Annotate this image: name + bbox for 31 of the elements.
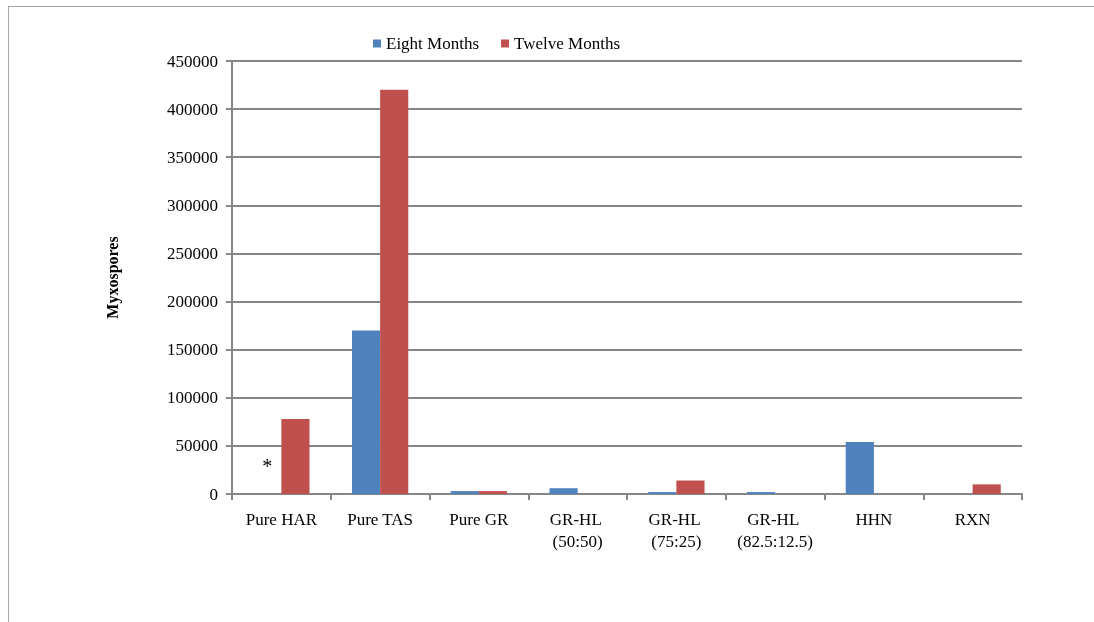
x-tick-label: HHN (855, 509, 893, 529)
y-tick-label: 150000 (167, 340, 218, 360)
x-tick-label: GR-HL (82.5:12.5) (737, 509, 813, 551)
y-tick-label: 250000 (167, 243, 218, 263)
annotation: * (262, 455, 273, 478)
bar (380, 89, 409, 494)
y-tick-label: 100000 (167, 388, 218, 408)
bar (549, 488, 578, 494)
y-tick-label: 0 (209, 484, 218, 504)
y-axis-title: Myxospores (103, 236, 122, 319)
x-tick-label: GR-HL (75:25) (648, 509, 705, 551)
legend-label: Twelve Months (514, 34, 621, 53)
y-tick-label: 450000 (167, 51, 218, 71)
bar (351, 330, 381, 494)
bar (281, 418, 310, 494)
x-tick-label: GR-HL (50:50) (549, 509, 606, 551)
x-tick-label: Pure TAS (347, 509, 414, 529)
bar (845, 442, 874, 494)
bar (676, 480, 705, 494)
y-tick-label: 350000 (167, 147, 218, 167)
bar (450, 491, 479, 494)
x-tick-label: Pure GR (449, 509, 510, 529)
bar (478, 491, 508, 494)
legend-label: Eight Months (386, 34, 480, 53)
y-tick-label: 50000 (175, 436, 218, 456)
x-tick-label: RXN (954, 509, 991, 529)
y-tick-label: 200000 (167, 292, 218, 312)
y-tick-label: 300000 (167, 195, 218, 215)
x-tick-label: Pure HAR (245, 509, 318, 529)
y-tick-label: 400000 (167, 99, 218, 119)
bar (972, 484, 1001, 494)
